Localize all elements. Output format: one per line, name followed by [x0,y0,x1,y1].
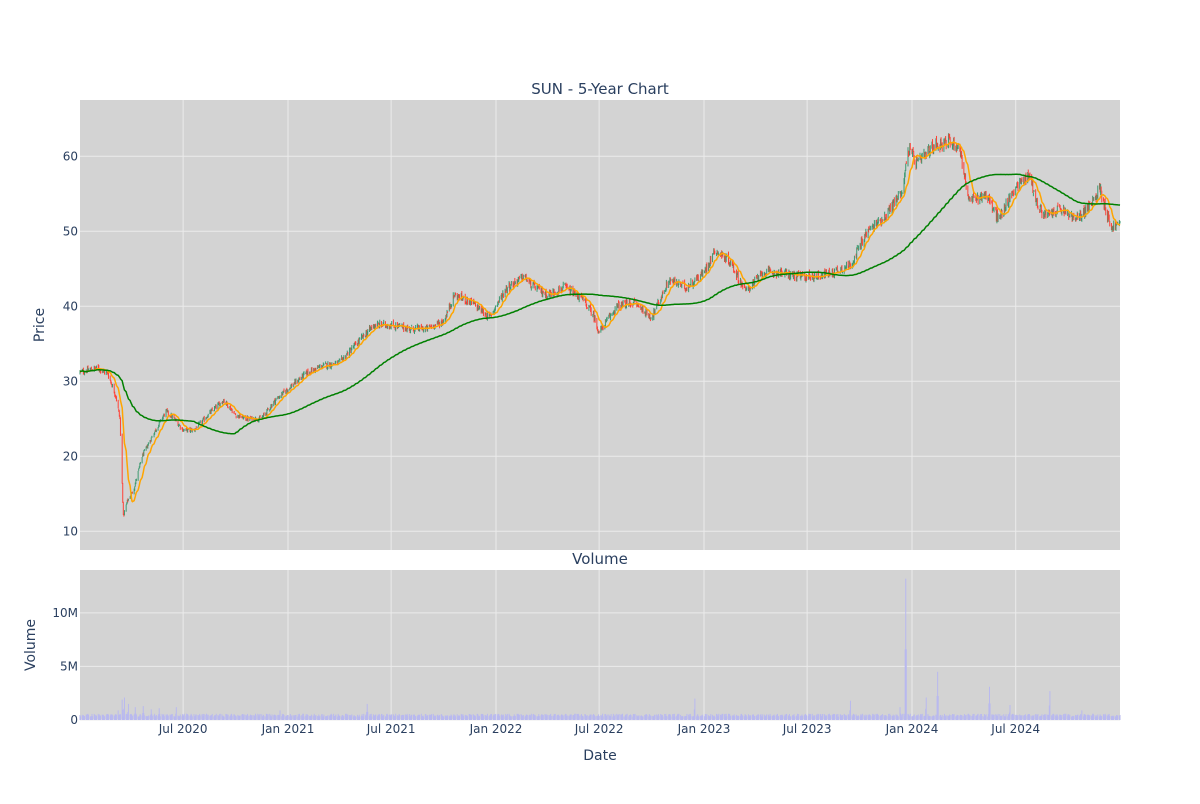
x-tick-label: Jul 2022 [574,722,624,736]
volume-axis-label: Volume [23,619,39,671]
price-tick-label: 40 [63,299,78,313]
volume-plot-area [80,570,1120,720]
x-tick-label: Jan 2021 [261,722,315,736]
price-tick-label: 30 [63,374,78,388]
x-tick-label: Jul 2020 [158,722,208,736]
x-tick-label: Jan 2024 [885,722,939,736]
volume-subplot-title: Volume [572,550,628,568]
price-plot-area [80,100,1120,550]
x-tick-label: Jan 2022 [469,722,523,736]
x-tick-label: Jul 2024 [990,722,1040,736]
x-tick-label: Jan 2023 [677,722,731,736]
price-tick-label: 10 [63,524,78,538]
x-axis-label: Date [583,748,616,764]
price-tick-label: 60 [63,149,78,163]
x-tick-label: Jul 2021 [366,722,416,736]
x-tick-label: Jul 2023 [782,722,832,736]
price-axis-label: Price [32,308,48,342]
price-tick-label: 50 [63,224,78,238]
moving-average-200-line [79,173,1121,435]
volume-tick-label: 5M [60,659,78,673]
chart-title: SUN - 5-Year Chart [531,80,669,98]
volume-tick-label: 10M [52,606,78,620]
price-tick-label: 20 [63,449,78,463]
volume-tick-label: 0 [70,713,78,727]
moving-average-20-line [79,140,1121,503]
